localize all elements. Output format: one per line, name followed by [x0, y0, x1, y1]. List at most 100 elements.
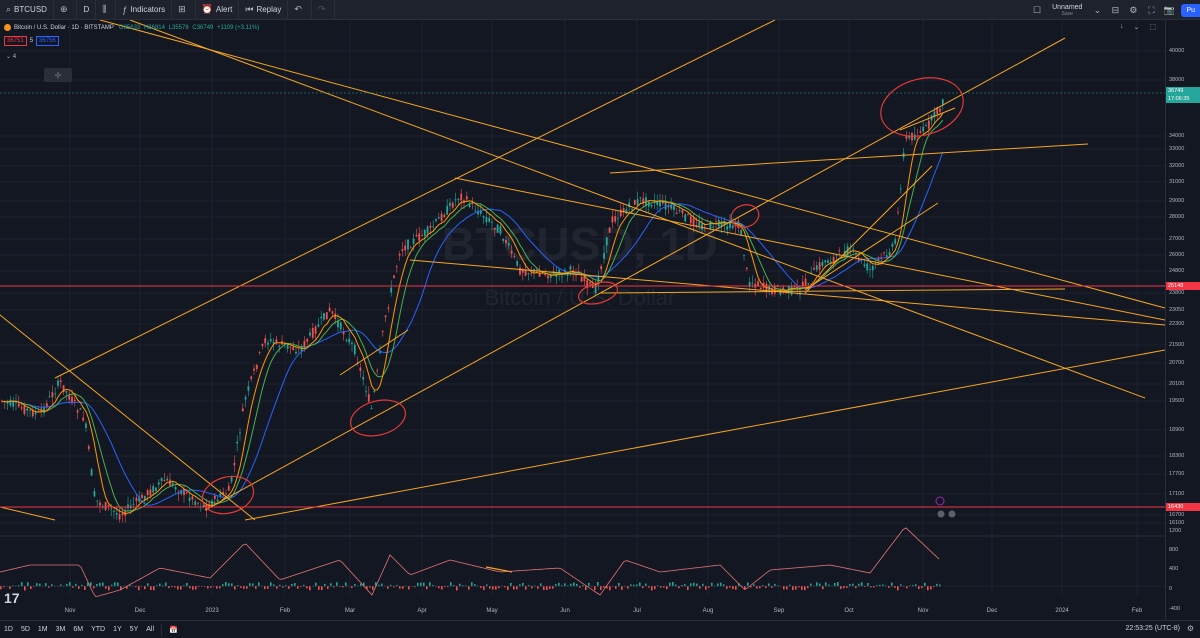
- candle-body: [617, 218, 619, 219]
- candle-body: [535, 269, 538, 271]
- symbol-search[interactable]: ⌕ BTCUSD: [0, 0, 54, 20]
- oscillator-bar: [363, 582, 365, 587]
- candle-body: [670, 204, 673, 209]
- candle-body: [701, 223, 703, 230]
- oscillator-bar: [633, 584, 635, 587]
- oscillator-bar: [255, 586, 257, 589]
- candle-body: [558, 269, 561, 274]
- chevron-down-icon[interactable]: ⌄: [1133, 24, 1140, 31]
- calendar-icon[interactable]: 📅: [169, 626, 178, 634]
- candle-body: [790, 286, 793, 295]
- price-tick: 38000: [1169, 77, 1185, 83]
- layout-grid-icon[interactable]: ⊟: [1111, 4, 1120, 15]
- oscillator-bar: [642, 586, 644, 589]
- sell-button[interactable]: 36751: [4, 36, 27, 46]
- oscillator-bar: [555, 584, 557, 587]
- oscillator-bar: [99, 582, 101, 587]
- candle-body: [152, 485, 155, 493]
- candle-body: [135, 497, 138, 501]
- candle-body: [314, 326, 317, 334]
- oscillator-bar: [336, 582, 338, 587]
- camera-icon[interactable]: 📷: [1163, 4, 1176, 15]
- buy-button[interactable]: 36756: [36, 36, 59, 46]
- candle-body: [1, 400, 3, 402]
- oscillator-line: [0, 527, 940, 598]
- arrow-down-icon[interactable]: ↓: [1120, 23, 1124, 30]
- range-6m[interactable]: 6M: [73, 626, 84, 633]
- range-5y[interactable]: 5Y: [129, 626, 139, 633]
- indicator-toggle[interactable]: ⌄ 4: [6, 54, 17, 60]
- candle-body: [57, 380, 59, 386]
- candle-body: [45, 403, 48, 408]
- candle-body: [426, 226, 429, 234]
- oscillator-bar: [342, 586, 344, 588]
- maximize-icon[interactable]: ⬚: [1149, 24, 1156, 31]
- alert-button[interactable]: ⏰ Alert: [196, 0, 240, 20]
- replay-button[interactable]: ⏮ Replay: [239, 0, 289, 20]
- time-label: Mar: [345, 608, 355, 614]
- candle-body: [888, 251, 891, 256]
- candle-body: [695, 224, 698, 227]
- crosshair-icon[interactable]: ✢: [44, 68, 72, 82]
- oscillator-bar: [303, 584, 305, 587]
- fullscreen-icon[interactable]: ⛶: [1148, 4, 1155, 15]
- chevron-down-icon[interactable]: ⌄: [1093, 4, 1102, 15]
- oscillator-bar: [90, 582, 92, 587]
- candle-body: [101, 506, 104, 507]
- range-1y[interactable]: 1Y: [113, 626, 122, 633]
- oscillator-bar: [732, 586, 734, 590]
- oscillator-bar: [423, 582, 425, 587]
- price-chart[interactable]: BTCUSD, 1D Bitcoin / U.S. Dollar Nov Dec 2…: [0, 20, 1165, 620]
- candles-icon: ⫼: [102, 4, 107, 14]
- oscillator-bar: [855, 586, 857, 589]
- chart-type-button[interactable]: ⫼: [96, 0, 117, 20]
- price-axis[interactable]: 40000 38000 34000 33000 32000 31000 29000 28000…: [1165, 20, 1200, 620]
- candle-body: [409, 247, 412, 249]
- layout-name[interactable]: Unnamed Save: [1052, 3, 1083, 17]
- candle-body: [454, 199, 457, 201]
- oscillator-bar: [765, 586, 767, 588]
- compare-button[interactable]: ⊕: [54, 0, 78, 20]
- oscillator-bar: [471, 582, 473, 587]
- oscillator-bar: [48, 586, 50, 588]
- undo-button[interactable]: ↶: [288, 0, 312, 20]
- oscillator-bar: [687, 586, 689, 591]
- settings-icon[interactable]: ⚙: [1186, 624, 1194, 633]
- oscillator-bar: [891, 582, 893, 587]
- trendline: [899, 107, 956, 131]
- range-1m[interactable]: 1M: [37, 626, 48, 633]
- range-all[interactable]: All: [146, 626, 155, 633]
- candle-body: [15, 401, 17, 403]
- candle-body: [555, 274, 558, 278]
- oscillator-bar: [513, 586, 515, 590]
- oscillator-bar: [573, 582, 575, 587]
- oscillator-bar: [696, 583, 698, 587]
- layout-toggle-icon[interactable]: ☐: [1033, 4, 1042, 15]
- candle-body: [684, 214, 687, 222]
- templates-button[interactable]: ⊞: [172, 0, 196, 20]
- oscillator-bar: [882, 584, 884, 587]
- candle-body: [418, 233, 421, 241]
- interval-button[interactable]: D: [77, 0, 97, 20]
- oscillator-bar: [87, 582, 89, 587]
- oscillator-bar: [576, 583, 578, 587]
- candle-body: [712, 226, 715, 228]
- indicators-button[interactable]: ƒ Indicators: [116, 0, 173, 20]
- candle-body: [639, 197, 642, 199]
- publish-button[interactable]: Pu: [1181, 3, 1200, 17]
- range-3m[interactable]: 3M: [55, 626, 66, 633]
- oscillator-bar: [759, 586, 761, 589]
- range-5d[interactable]: 5D: [20, 626, 30, 633]
- oscillator-bar: [309, 586, 311, 591]
- range-ytd[interactable]: YTD: [91, 626, 106, 633]
- candle-body: [866, 263, 869, 271]
- time-label: Nov: [918, 608, 929, 614]
- candle-body: [869, 268, 871, 270]
- range-1d[interactable]: 1D: [4, 626, 13, 633]
- candle-body: [99, 502, 101, 506]
- candle-body: [289, 346, 292, 348]
- candle-body: [177, 492, 180, 494]
- gear-icon[interactable]: ⚙: [1129, 4, 1138, 15]
- redo-button[interactable]: ↷: [312, 0, 336, 20]
- clock[interactable]: 22:53:25 (UTC-8): [1125, 625, 1180, 632]
